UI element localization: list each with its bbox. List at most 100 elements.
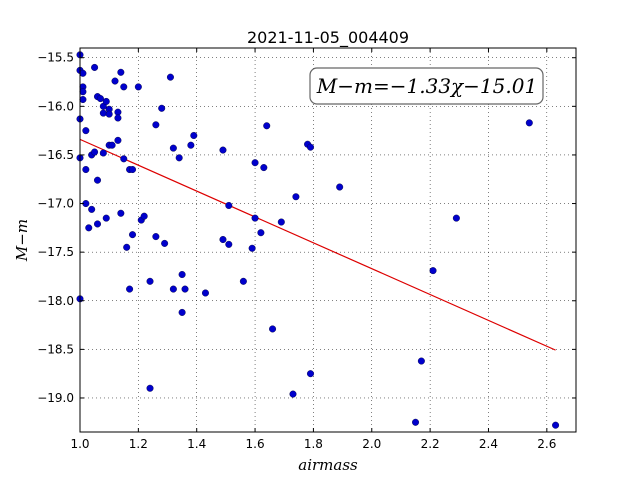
x-tick-label: 2.4 — [479, 437, 498, 451]
data-point — [219, 146, 227, 154]
data-point — [96, 95, 104, 103]
data-point — [289, 390, 297, 398]
data-point — [99, 109, 107, 117]
y-tick-label: −17.0 — [37, 197, 74, 211]
data-point — [429, 267, 437, 275]
y-tick-label: −16.5 — [37, 148, 74, 162]
data-point — [94, 176, 102, 184]
data-point — [129, 166, 137, 174]
data-points — [76, 51, 560, 429]
data-point — [146, 384, 154, 392]
data-point — [525, 119, 533, 127]
data-point — [306, 370, 314, 378]
data-point — [114, 114, 122, 122]
data-point — [201, 289, 209, 297]
data-point — [239, 277, 247, 285]
data-point — [552, 421, 560, 429]
data-point — [178, 308, 186, 316]
data-point — [225, 240, 233, 248]
data-point — [79, 69, 87, 77]
data-point — [169, 144, 177, 152]
data-point — [336, 183, 344, 191]
data-point — [248, 244, 256, 252]
data-point — [219, 236, 227, 244]
data-point — [117, 209, 125, 217]
data-point — [129, 231, 137, 239]
data-point — [187, 141, 195, 149]
x-tick-label: 1.6 — [246, 437, 265, 451]
y-tick-label: −19.0 — [37, 391, 74, 405]
data-point — [181, 285, 189, 293]
data-point — [269, 325, 277, 333]
data-point — [111, 77, 119, 85]
fit-equation: M−m=−1.33χ−15.01 — [316, 74, 537, 98]
data-point — [79, 96, 87, 104]
x-tick-label: 2.0 — [362, 437, 381, 451]
data-point — [134, 83, 142, 91]
fit-line — [79, 138, 556, 351]
data-point — [190, 131, 198, 139]
grid-lines — [79, 48, 576, 432]
y-tick-label: −18.0 — [37, 294, 74, 308]
data-point — [260, 164, 268, 172]
data-point — [417, 357, 425, 365]
data-point — [257, 229, 265, 237]
data-point — [102, 214, 110, 222]
data-point — [126, 285, 134, 293]
x-axis-label: airmass — [298, 456, 358, 474]
x-tick-label: 1.0 — [70, 437, 89, 451]
data-point — [99, 149, 107, 157]
data-point — [146, 277, 154, 285]
data-point — [79, 88, 87, 96]
data-point — [166, 73, 174, 81]
data-point — [452, 214, 460, 222]
plot-frame — [79, 47, 577, 433]
data-point — [292, 193, 300, 201]
data-point — [120, 83, 128, 91]
x-tick-label: 2.2 — [421, 437, 440, 451]
data-point — [94, 220, 102, 228]
data-point — [175, 154, 183, 162]
y-axis-label: M−m — [13, 219, 31, 262]
chart-title: 2021-11-05_004409 — [247, 28, 409, 48]
data-point — [152, 121, 160, 129]
data-point — [412, 418, 420, 426]
data-point — [306, 143, 314, 151]
data-point — [120, 155, 128, 163]
data-point — [263, 122, 271, 130]
data-point — [225, 201, 233, 209]
data-point — [102, 97, 110, 105]
data-point — [251, 159, 259, 167]
data-point — [140, 212, 148, 220]
data-point — [88, 205, 96, 213]
y-axis-ticks: −15.5 −16.0 −16.5 −17.0 −17.5 −18.0 −18.5 −19.0 — [37, 51, 576, 405]
data-point — [251, 214, 259, 222]
fit-equation-frame — [309, 67, 544, 105]
fit-line-group — [79, 138, 556, 351]
data-point — [91, 63, 99, 71]
data-point — [85, 224, 93, 232]
data-point — [158, 104, 166, 112]
data-point — [152, 233, 160, 241]
data-point — [277, 218, 285, 226]
data-point — [82, 166, 90, 174]
data-point — [114, 136, 122, 144]
data-point — [169, 285, 177, 293]
fit-equation-box: M−m=−1.33χ−15.01 — [309, 67, 544, 105]
data-point — [178, 271, 186, 279]
data-point — [105, 110, 113, 118]
y-tick-label: −15.5 — [37, 51, 74, 65]
x-axis-ticks: 1.0 1.2 1.4 1.6 1.8 2.0 2.2 2.4 2.6 — [70, 48, 556, 451]
y-tick-label: −18.5 — [37, 342, 74, 356]
y-tick-label: −17.5 — [37, 245, 74, 259]
data-point — [82, 127, 90, 135]
data-point — [114, 108, 122, 116]
data-point — [123, 243, 131, 251]
x-tick-label: 2.6 — [537, 437, 556, 451]
data-point — [108, 141, 116, 149]
x-tick-label: 1.4 — [187, 437, 206, 451]
y-tick-label: −16.0 — [37, 99, 74, 113]
data-point — [91, 148, 99, 156]
data-point — [117, 68, 125, 76]
